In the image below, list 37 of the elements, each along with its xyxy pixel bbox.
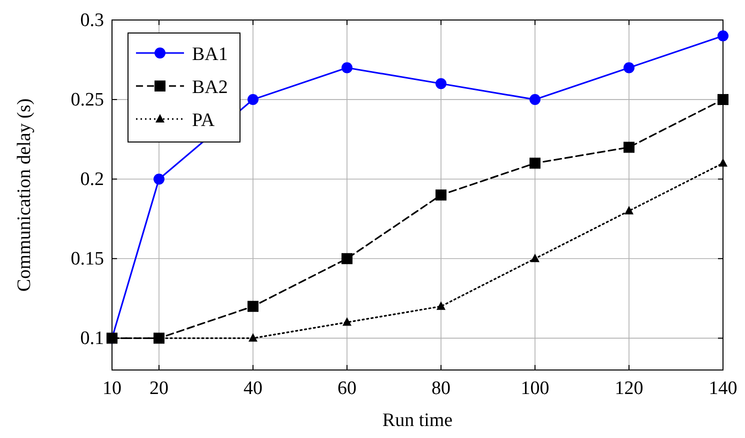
point: [530, 158, 540, 169]
y-tick-label: 0.25: [70, 90, 104, 111]
point: [530, 254, 540, 262]
legend-label: BA2: [192, 77, 228, 98]
point: [718, 30, 728, 42]
y-axis-title: Communication delay (s): [14, 98, 35, 292]
legend-label: PA: [192, 110, 215, 131]
point: [718, 94, 728, 106]
point: [530, 94, 540, 106]
x-tick-label: 20: [150, 378, 168, 399]
point: [342, 62, 352, 74]
point: [624, 142, 634, 153]
point: [624, 206, 634, 214]
point: [624, 62, 634, 74]
x-tick-label: 100: [520, 378, 550, 399]
y-tick-label: 0.1: [80, 328, 104, 350]
y-tick-label: 0.15: [70, 248, 104, 270]
x-tick-label: 120: [614, 378, 644, 399]
x-tick-label: 10: [102, 378, 122, 399]
point: [342, 317, 352, 326]
point: [342, 253, 352, 264]
point: [248, 94, 258, 106]
point: [718, 158, 728, 167]
point: [248, 333, 258, 342]
point: [436, 190, 446, 200]
y-tick-label: 0.3: [80, 10, 104, 31]
x-tick-label: 80: [432, 378, 450, 399]
x-tick-label: 60: [338, 378, 356, 399]
legend-label: BA1: [192, 44, 228, 65]
point: [154, 174, 164, 185]
x-tick-label: 140: [708, 378, 738, 399]
point: [436, 301, 446, 310]
point: [436, 78, 446, 90]
y-tick-label: 0.2: [80, 169, 104, 190]
x-tick-label: 40: [244, 378, 262, 399]
point: [248, 300, 258, 312]
x-axis-title: Run time: [382, 410, 453, 431]
